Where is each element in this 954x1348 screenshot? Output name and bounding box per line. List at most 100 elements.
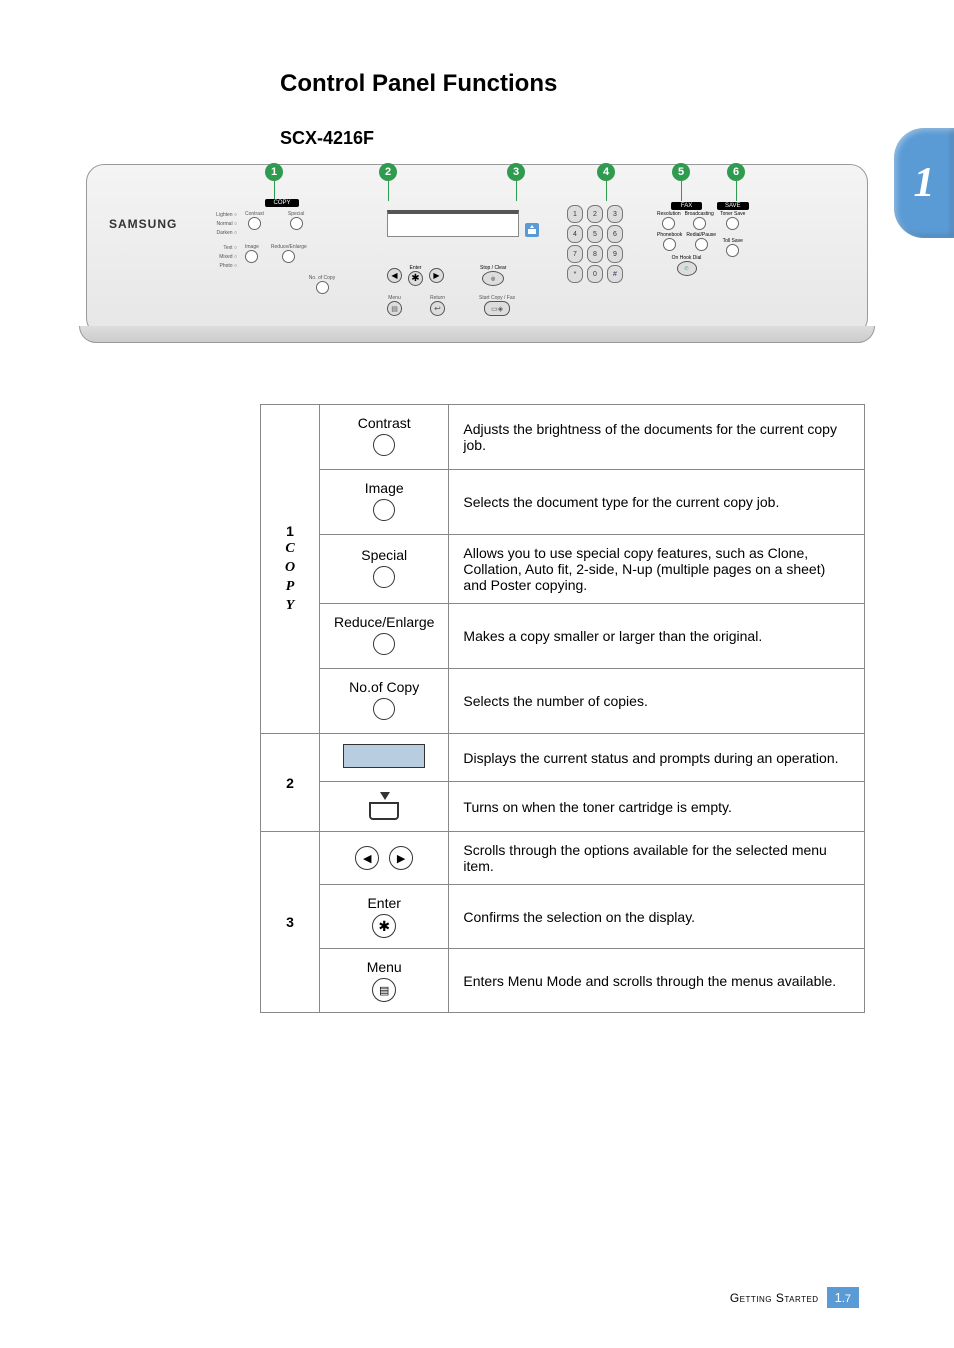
stop-button[interactable]: ◎: [482, 271, 504, 286]
footer-text: Getting Started: [730, 1291, 819, 1305]
key-6[interactable]: 6: [607, 225, 623, 243]
button-icon: [373, 499, 395, 521]
icon-contrast: Contrast: [320, 405, 449, 470]
special-button[interactable]: Special: [288, 211, 304, 238]
tollsave-button[interactable]: Toll Save: [717, 238, 749, 257]
enter-button-icon: ✱: [372, 914, 396, 938]
toner-icon: [369, 792, 399, 818]
broadcast-button[interactable]: Broadcasting: [685, 211, 714, 230]
redial-button[interactable]: Redial/Pause: [686, 232, 716, 251]
section-1-header: 1 C O P Y: [261, 405, 320, 734]
menu-button-icon: ▤: [372, 978, 396, 1002]
icon-arrows: ◀ ▶: [320, 832, 449, 885]
button-icon: [282, 250, 295, 263]
key-8[interactable]: 8: [587, 245, 603, 263]
button-icon: [373, 434, 395, 456]
model-subtitle: SCX-4216F: [280, 128, 874, 149]
button-icon: [290, 217, 303, 230]
desc-enter: Confirms the selection on the display.: [449, 885, 865, 949]
button-icon: [373, 698, 395, 720]
right-button[interactable]: ▶: [429, 268, 444, 283]
key-0[interactable]: 0: [587, 265, 603, 283]
key-1[interactable]: 1: [567, 205, 583, 223]
key-9[interactable]: 9: [607, 245, 623, 263]
start-button[interactable]: Start Copy / Fax ▭◈: [479, 295, 515, 316]
icon-special: Special: [320, 535, 449, 604]
desc-display: Displays the current status and prompts …: [449, 734, 865, 782]
panel-lip: [79, 326, 875, 343]
button-icon: [373, 566, 395, 588]
button-icon: [693, 217, 706, 230]
display-icon: [343, 744, 425, 768]
right-arrow-icon: ▶: [389, 846, 413, 870]
icon-menu: Menu ▤: [320, 949, 449, 1013]
enter-button[interactable]: ✱: [408, 271, 423, 286]
phonebook-button[interactable]: Phonebook: [657, 232, 682, 251]
return-button[interactable]: Return ↩: [430, 295, 445, 316]
key-2[interactable]: 2: [587, 205, 603, 223]
button-icon: [726, 244, 739, 257]
callout-6: 6: [727, 163, 745, 181]
brand-logo: SAMSUNG: [109, 217, 177, 231]
chapter-number: 1: [914, 159, 935, 207]
left-button[interactable]: ◀: [387, 268, 402, 283]
button-icon: [248, 217, 261, 230]
image-leds: Text ○ Mixed ○ Photo ○: [207, 244, 237, 271]
icon-display: [320, 734, 449, 782]
key-7[interactable]: 7: [567, 245, 583, 263]
button-icon: [726, 217, 739, 230]
desc-arrows: Scrolls through the options available fo…: [449, 832, 865, 885]
reduce-button[interactable]: Reduce/Enlarge: [271, 244, 307, 271]
button-icon: ▭◈: [484, 301, 510, 316]
resolution-button[interactable]: Resolution: [657, 211, 681, 230]
contrast-leds: Lighten ○ Normal ○ Darken ○: [207, 211, 237, 238]
menu-button[interactable]: Menu ▤: [387, 295, 402, 316]
icon-reduce: Reduce/Enlarge: [320, 604, 449, 669]
toner-indicator: [525, 223, 539, 237]
callout-1: 1: [265, 163, 283, 181]
functions-table: 1 C O P Y Contrast Adjusts the brightnes…: [260, 404, 865, 1013]
icon-enter: Enter ✱: [320, 885, 449, 949]
desc-image: Selects the document type for the curren…: [449, 470, 865, 535]
key-5[interactable]: 5: [587, 225, 603, 243]
copy-header: COPY: [265, 199, 298, 207]
button-icon: [663, 238, 676, 251]
footer: Getting Started 1.7: [730, 1287, 859, 1308]
control-panel: 1 2 3 4 5 6 SAMSUNG COPY Lighten ○ Norma…: [86, 164, 868, 336]
desc-menu: Enters Menu Mode and scrolls through the…: [449, 949, 865, 1013]
button-icon: [373, 633, 395, 655]
control-panel-figure: 1 2 3 4 5 6 SAMSUNG COPY Lighten ○ Norma…: [80, 164, 874, 354]
key-hash[interactable]: #: [607, 265, 623, 283]
callout-5: 5: [672, 163, 690, 181]
key-3[interactable]: 3: [607, 205, 623, 223]
button-icon: [245, 250, 258, 263]
contrast-button[interactable]: Contrast: [245, 211, 264, 238]
chapter-tab: 1: [894, 128, 954, 238]
callout-2: 2: [379, 163, 397, 181]
numeric-keypad: 1 2 3 4 5 6 7 8 9 * 0 #: [567, 205, 623, 285]
key-star[interactable]: *: [567, 265, 583, 283]
key-4[interactable]: 4: [567, 225, 583, 243]
callout-4: 4: [597, 163, 615, 181]
image-button[interactable]: Image: [245, 244, 259, 271]
icon-image: Image: [320, 470, 449, 535]
desc-contrast: Adjusts the brightness of the documents …: [449, 405, 865, 470]
desc-reduce: Makes a copy smaller or larger than the …: [449, 604, 865, 669]
onhook-button[interactable]: On Hook Dial ✆: [657, 255, 716, 276]
callout-3: 3: [507, 163, 525, 181]
fax-section: FAX Resolution Broadcasting Phonebook Re…: [657, 203, 716, 276]
button-icon: ▤: [387, 301, 402, 316]
left-arrow-icon: ◀: [355, 846, 379, 870]
icon-toner: [320, 782, 449, 832]
save-section: SAVE Toner Save Toll Save: [717, 203, 749, 257]
copies-button[interactable]: No. of Copy: [287, 275, 357, 294]
page-title: Control Panel Functions: [280, 70, 874, 98]
button-icon: ↩: [430, 301, 445, 316]
button-icon: [316, 281, 329, 294]
button-icon: [662, 217, 675, 230]
section-2-header: 2: [261, 734, 320, 832]
phone-icon: ✆: [677, 261, 697, 276]
desc-special: Allows you to use special copy features,…: [449, 535, 865, 604]
lcd-display: [387, 210, 519, 237]
tonersave-button[interactable]: Toner Save: [717, 211, 749, 230]
